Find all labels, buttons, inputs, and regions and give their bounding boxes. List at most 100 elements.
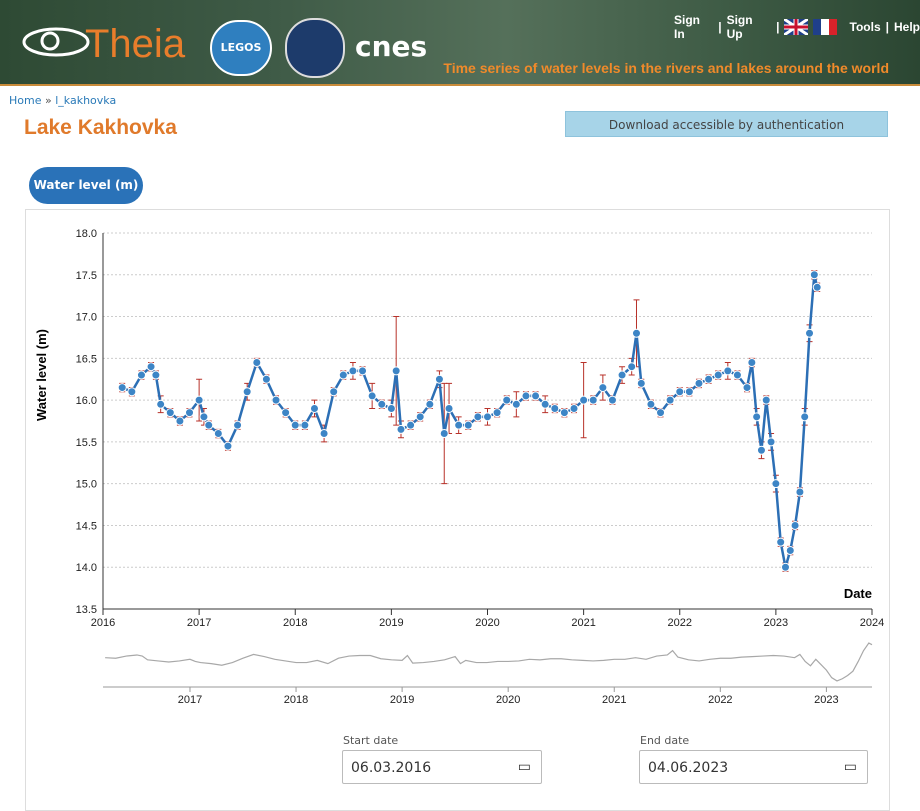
end-date-value: 04.06.2023 <box>648 760 729 776</box>
data-point <box>377 399 387 409</box>
data-point <box>704 374 714 384</box>
logo-eye <box>22 27 90 57</box>
data-point <box>396 424 406 434</box>
navigator-tick-label: 2023 <box>814 694 838 706</box>
breadcrumb-link[interactable]: l_kakhovka <box>55 94 117 107</box>
data-point <box>300 420 310 430</box>
data-point <box>511 399 521 409</box>
data-point <box>473 412 483 422</box>
data-point <box>569 403 579 413</box>
data-point <box>752 412 762 422</box>
data-point <box>631 328 641 338</box>
breadcrumb-link[interactable]: Home <box>9 94 42 107</box>
x-tick-label: 2017 <box>187 617 211 629</box>
download-button[interactable]: Download accessible by authentication <box>565 111 888 137</box>
data-point <box>117 383 127 393</box>
y-tick-label: 14.0 <box>76 562 97 574</box>
data-point <box>156 399 166 409</box>
y-tick-label: 17.0 <box>76 312 97 324</box>
y-tick-label: 17.5 <box>76 270 97 282</box>
end-date-label: End date <box>640 734 690 747</box>
data-point <box>761 395 771 405</box>
data-point <box>175 416 185 426</box>
link[interactable]: Tools <box>849 20 881 34</box>
x-tick-label: 2018 <box>283 617 307 629</box>
data-point <box>684 387 694 397</box>
x-tick-label: 2023 <box>764 617 788 629</box>
data-point <box>391 366 401 376</box>
data-point <box>233 420 243 430</box>
data-point <box>439 429 449 439</box>
data-point <box>809 270 819 280</box>
data-point <box>146 362 156 372</box>
data-point <box>281 408 291 418</box>
data-point <box>665 395 675 405</box>
breadcrumb-separator: » <box>44 94 52 107</box>
tab[interactable]: Water level (m) <box>29 167 143 204</box>
link[interactable]: Sign In <box>674 13 700 41</box>
data-point <box>607 395 617 405</box>
flag-fr[interactable] <box>812 19 837 35</box>
data-point <box>309 403 319 413</box>
start-date-label: Start date <box>343 734 399 747</box>
header: Theia LEGOS cnes Sign In | Sign Up | Tools… <box>0 0 920 86</box>
data-point <box>406 420 416 430</box>
link[interactable]: Sign Up <box>726 13 753 41</box>
x-tick-label: 2019 <box>379 617 403 629</box>
x-axis-label: Date <box>844 586 872 601</box>
data-point <box>204 420 214 430</box>
data-point <box>329 387 339 397</box>
link[interactable]: Help <box>893 20 920 34</box>
x-tick-label: 2021 <box>571 617 595 629</box>
data-point <box>531 391 541 401</box>
data-point <box>290 420 300 430</box>
data-point <box>367 391 377 401</box>
y-tick-label: 16.5 <box>76 353 97 365</box>
data-point <box>579 395 589 405</box>
data-point <box>742 383 752 393</box>
data-point <box>127 387 137 397</box>
data-point <box>213 429 223 439</box>
y-tick-label: 15.5 <box>76 437 97 449</box>
data-point <box>747 358 757 368</box>
data-point <box>415 412 425 422</box>
x-tick-label: 2020 <box>475 617 499 629</box>
data-point <box>434 374 444 384</box>
flag-en[interactable] <box>784 19 808 35</box>
x-tick-label: 2022 <box>668 617 692 629</box>
end-date-input[interactable]: 04.06.2023 ▭ <box>639 750 868 784</box>
data-point <box>502 395 512 405</box>
navigator-tick-label: 2019 <box>390 694 414 706</box>
data-point <box>627 362 637 372</box>
partner-logo: cnes <box>355 30 427 63</box>
data-point <box>492 408 502 418</box>
data-point <box>723 366 733 376</box>
data-point <box>812 282 822 292</box>
data-point <box>771 479 781 489</box>
data-point <box>165 408 175 418</box>
data-point <box>675 387 685 397</box>
data-point <box>136 370 146 380</box>
data-point <box>790 520 800 530</box>
partner-text: cnes <box>355 30 428 63</box>
data-point <box>223 441 233 451</box>
partner-logo: LEGOS <box>210 20 272 76</box>
x-tick-label: 2016 <box>91 617 115 629</box>
navigator-tick-label: 2018 <box>284 694 308 706</box>
data-point <box>444 403 454 413</box>
data-point <box>151 370 161 380</box>
data-point <box>521 391 531 401</box>
y-tick-label: 18.0 <box>76 228 97 240</box>
data-point <box>756 445 766 455</box>
navigator-tick-label: 2020 <box>496 694 520 706</box>
data-point <box>588 395 598 405</box>
start-date-input[interactable]: 06.03.2016 ▭ <box>342 750 542 784</box>
y-tick-label: 16.0 <box>76 395 97 407</box>
hydroweb-logo <box>285 18 345 78</box>
data-point <box>766 437 776 447</box>
data-point <box>713 370 723 380</box>
y-axis-label: Water level (m) <box>34 329 49 421</box>
data-point <box>425 399 435 409</box>
